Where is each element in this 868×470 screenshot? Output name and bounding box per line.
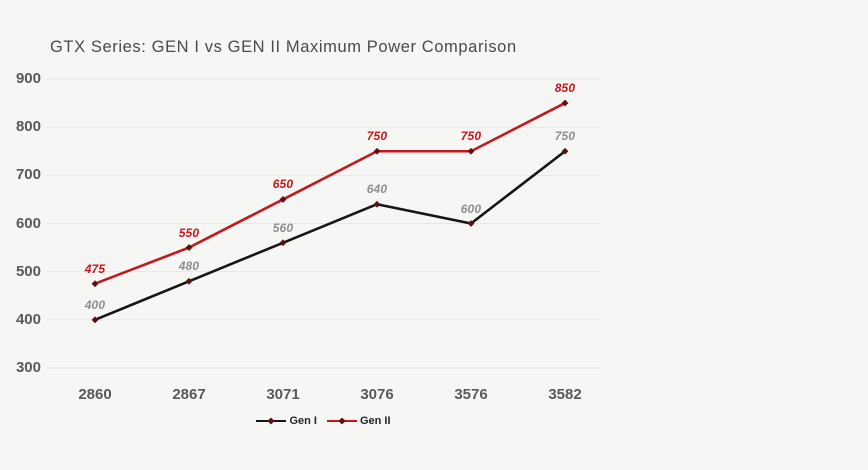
diamond-marker-icon [338, 417, 346, 425]
x-tick-label: 3582 [548, 386, 582, 403]
legend-item-label: Gen I [289, 415, 317, 427]
legend-item-gen-i[interactable]: Gen I [256, 415, 317, 427]
data-label-gen-ii: 550 [178, 225, 200, 240]
legend: Gen I Gen II [47, 415, 600, 427]
data-point-marker-gen-ii [185, 244, 193, 251]
data-label-gen-i: 560 [272, 220, 294, 235]
data-label-gen-ii: 650 [272, 177, 294, 192]
series-line-gen-ii [94, 101, 566, 285]
data-label-gen-i: 480 [178, 259, 200, 274]
y-tick-label: 800 [15, 118, 41, 136]
data-point-marker-gen-ii [279, 196, 287, 203]
data-label-gen-i: 640 [366, 182, 388, 197]
x-tick-label: 3071 [266, 386, 300, 403]
y-tick-label: 300 [15, 359, 41, 376]
x-tick-label: 2867 [172, 386, 206, 403]
x-tick-label: 2860 [78, 386, 112, 403]
data-label-gen-ii: 750 [366, 129, 388, 144]
data-point-marker-gen-ii [373, 147, 381, 155]
y-tick-label: 400 [15, 310, 41, 328]
data-point-marker-gen-ii [91, 280, 99, 288]
chart-title: GTX Series: GEN I vs GEN II Maximum Powe… [50, 38, 517, 56]
data-label-gen-ii: 475 [84, 261, 106, 276]
data-point-marker-gen-i [185, 277, 193, 285]
x-tick-label: 3576 [454, 386, 488, 403]
y-tick-label: 900 [15, 70, 41, 87]
y-tick-label: 700 [15, 166, 41, 184]
x-tick-label: 3076 [360, 386, 394, 403]
data-label-gen-i: 600 [460, 201, 482, 216]
data-point-marker-gen-ii [467, 147, 475, 155]
data-label-gen-ii: 850 [554, 81, 576, 96]
y-tick-label: 600 [15, 214, 41, 232]
diamond-marker-icon [267, 417, 275, 425]
series-line-gen-i [94, 150, 566, 322]
data-label-gen-ii: 750 [460, 129, 482, 144]
legend-line-swatch [256, 417, 287, 425]
y-tick-label: 500 [15, 262, 41, 280]
data-point-marker-gen-ii [561, 99, 569, 107]
data-point-marker-gen-i [467, 220, 475, 227]
legend-item-label: Gen II [359, 415, 391, 427]
legend-line-swatch [326, 417, 357, 425]
data-label-gen-i: 400 [84, 297, 106, 312]
data-point-marker-gen-i [279, 239, 287, 247]
data-point-marker-gen-i [373, 200, 381, 208]
data-point-marker-gen-i [91, 316, 99, 324]
data-point-marker-gen-i [561, 147, 569, 155]
legend-item-gen-ii[interactable]: Gen II [326, 415, 391, 427]
data-label-gen-i: 750 [554, 129, 576, 144]
